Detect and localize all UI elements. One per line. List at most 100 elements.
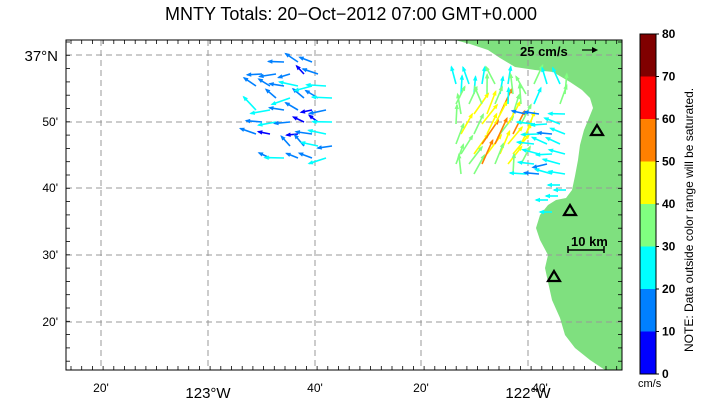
colorbar-segment [640,204,656,247]
current-vector [457,153,462,175]
current-vector [494,85,503,105]
current-vector [297,152,313,159]
current-vector [293,133,305,147]
current-vector [533,86,542,105]
map-title: MNTY Totals: 20−Oct−2012 07:00 GMT+0.000 [164,4,538,24]
colorbar-tick-label: 60 [662,112,676,126]
colorbar-tick-label: 10 [662,325,676,339]
current-vector [455,85,466,105]
current-vector [468,145,484,165]
current-vector [544,136,561,145]
y-tick-label: 40' [42,181,58,195]
current-vector [508,72,514,95]
current-vector [455,122,465,145]
colorbar-segment [640,161,656,204]
current-vector [522,170,540,176]
current-vector [481,65,487,85]
current-vector [293,85,313,92]
scale-bar-label: 10 km [571,234,608,249]
current-vector [559,83,568,105]
current-vector [301,68,319,75]
current-vector [456,92,462,115]
y-tick-label: 50' [42,115,58,129]
current-vector [267,106,285,111]
current-vector [294,130,313,135]
current-vector [508,171,527,176]
y-tick-label: 20' [42,315,58,329]
station-triangle-icon[interactable] [546,268,562,283]
colorbar-tick-label: 70 [662,70,676,84]
y-tick-label: 30' [42,248,58,262]
saturation-note: NOTE: Data outside color range will be s… [682,87,696,352]
current-vector [460,112,473,135]
current-vector [529,122,548,128]
frame-ticks [66,40,622,370]
current-vector [517,82,523,105]
current-vector [549,127,566,135]
x-tick-label: 20' [93,381,109,395]
current-vector [552,187,566,193]
current-vector [481,103,499,125]
colorbar-segment [640,289,656,332]
current-vector [257,78,271,87]
station-triangle-icon[interactable] [562,202,578,217]
x-tick-label: 20' [413,381,429,395]
current-vector [244,118,263,124]
current-vector [473,112,484,135]
current-vector [277,80,299,87]
current-vector [280,135,291,147]
current-vector [511,152,517,175]
reference-vector-label: 25 cm/s [520,44,568,59]
current-vector [486,133,503,155]
current-vector [538,209,552,215]
current-vector [473,153,486,175]
current-vector [520,122,532,145]
colorbar [639,33,657,375]
x-tick-label: 40' [532,381,548,395]
colorbar-segment [640,76,656,119]
current-vector [473,85,483,105]
current-vector [499,129,511,155]
current-vector [486,112,498,135]
current-vector [256,121,277,127]
current-vector [486,89,497,115]
current-vector [536,130,553,136]
current-vector [530,136,548,145]
y-tick-label: 37°N [24,48,58,65]
x-tick-label: 122°W [505,385,551,402]
current-vector [551,66,561,85]
current-vector [460,134,474,155]
current-vector [263,155,285,160]
current-vector [533,168,553,175]
station-triangle-icon[interactable] [589,122,605,137]
current-vector [238,127,257,135]
current-vector [520,103,532,125]
current-vector [515,75,527,95]
current-vector [307,129,327,135]
current-vector [310,95,333,100]
current-vector [455,143,465,165]
reference-arrow-icon [582,47,598,53]
current-vector [242,76,257,87]
colorbar-tick-labels: 80 70 60 50 40 30 20 10 0 [656,27,676,381]
current-vector [534,197,548,203]
current-vector [305,82,327,88]
current-vector [285,152,299,159]
current-vector [543,117,561,125]
current-vector [298,56,313,63]
current-vector [450,65,457,85]
colorbar-tick-label: 50 [662,155,676,169]
current-vector [245,72,263,77]
current-vector [299,109,313,114]
current-vector [484,72,490,95]
current-vector [242,95,257,111]
current-vector [307,109,327,115]
current-vector [272,120,291,126]
current-vector [531,163,548,169]
current-vector [520,132,540,137]
current-vector [507,65,513,85]
x-tick-labels: 20' 123°W 40' 20' 122°W40' [93,381,551,402]
colorbar-tick-label: 30 [662,240,676,254]
current-vector [544,193,558,199]
